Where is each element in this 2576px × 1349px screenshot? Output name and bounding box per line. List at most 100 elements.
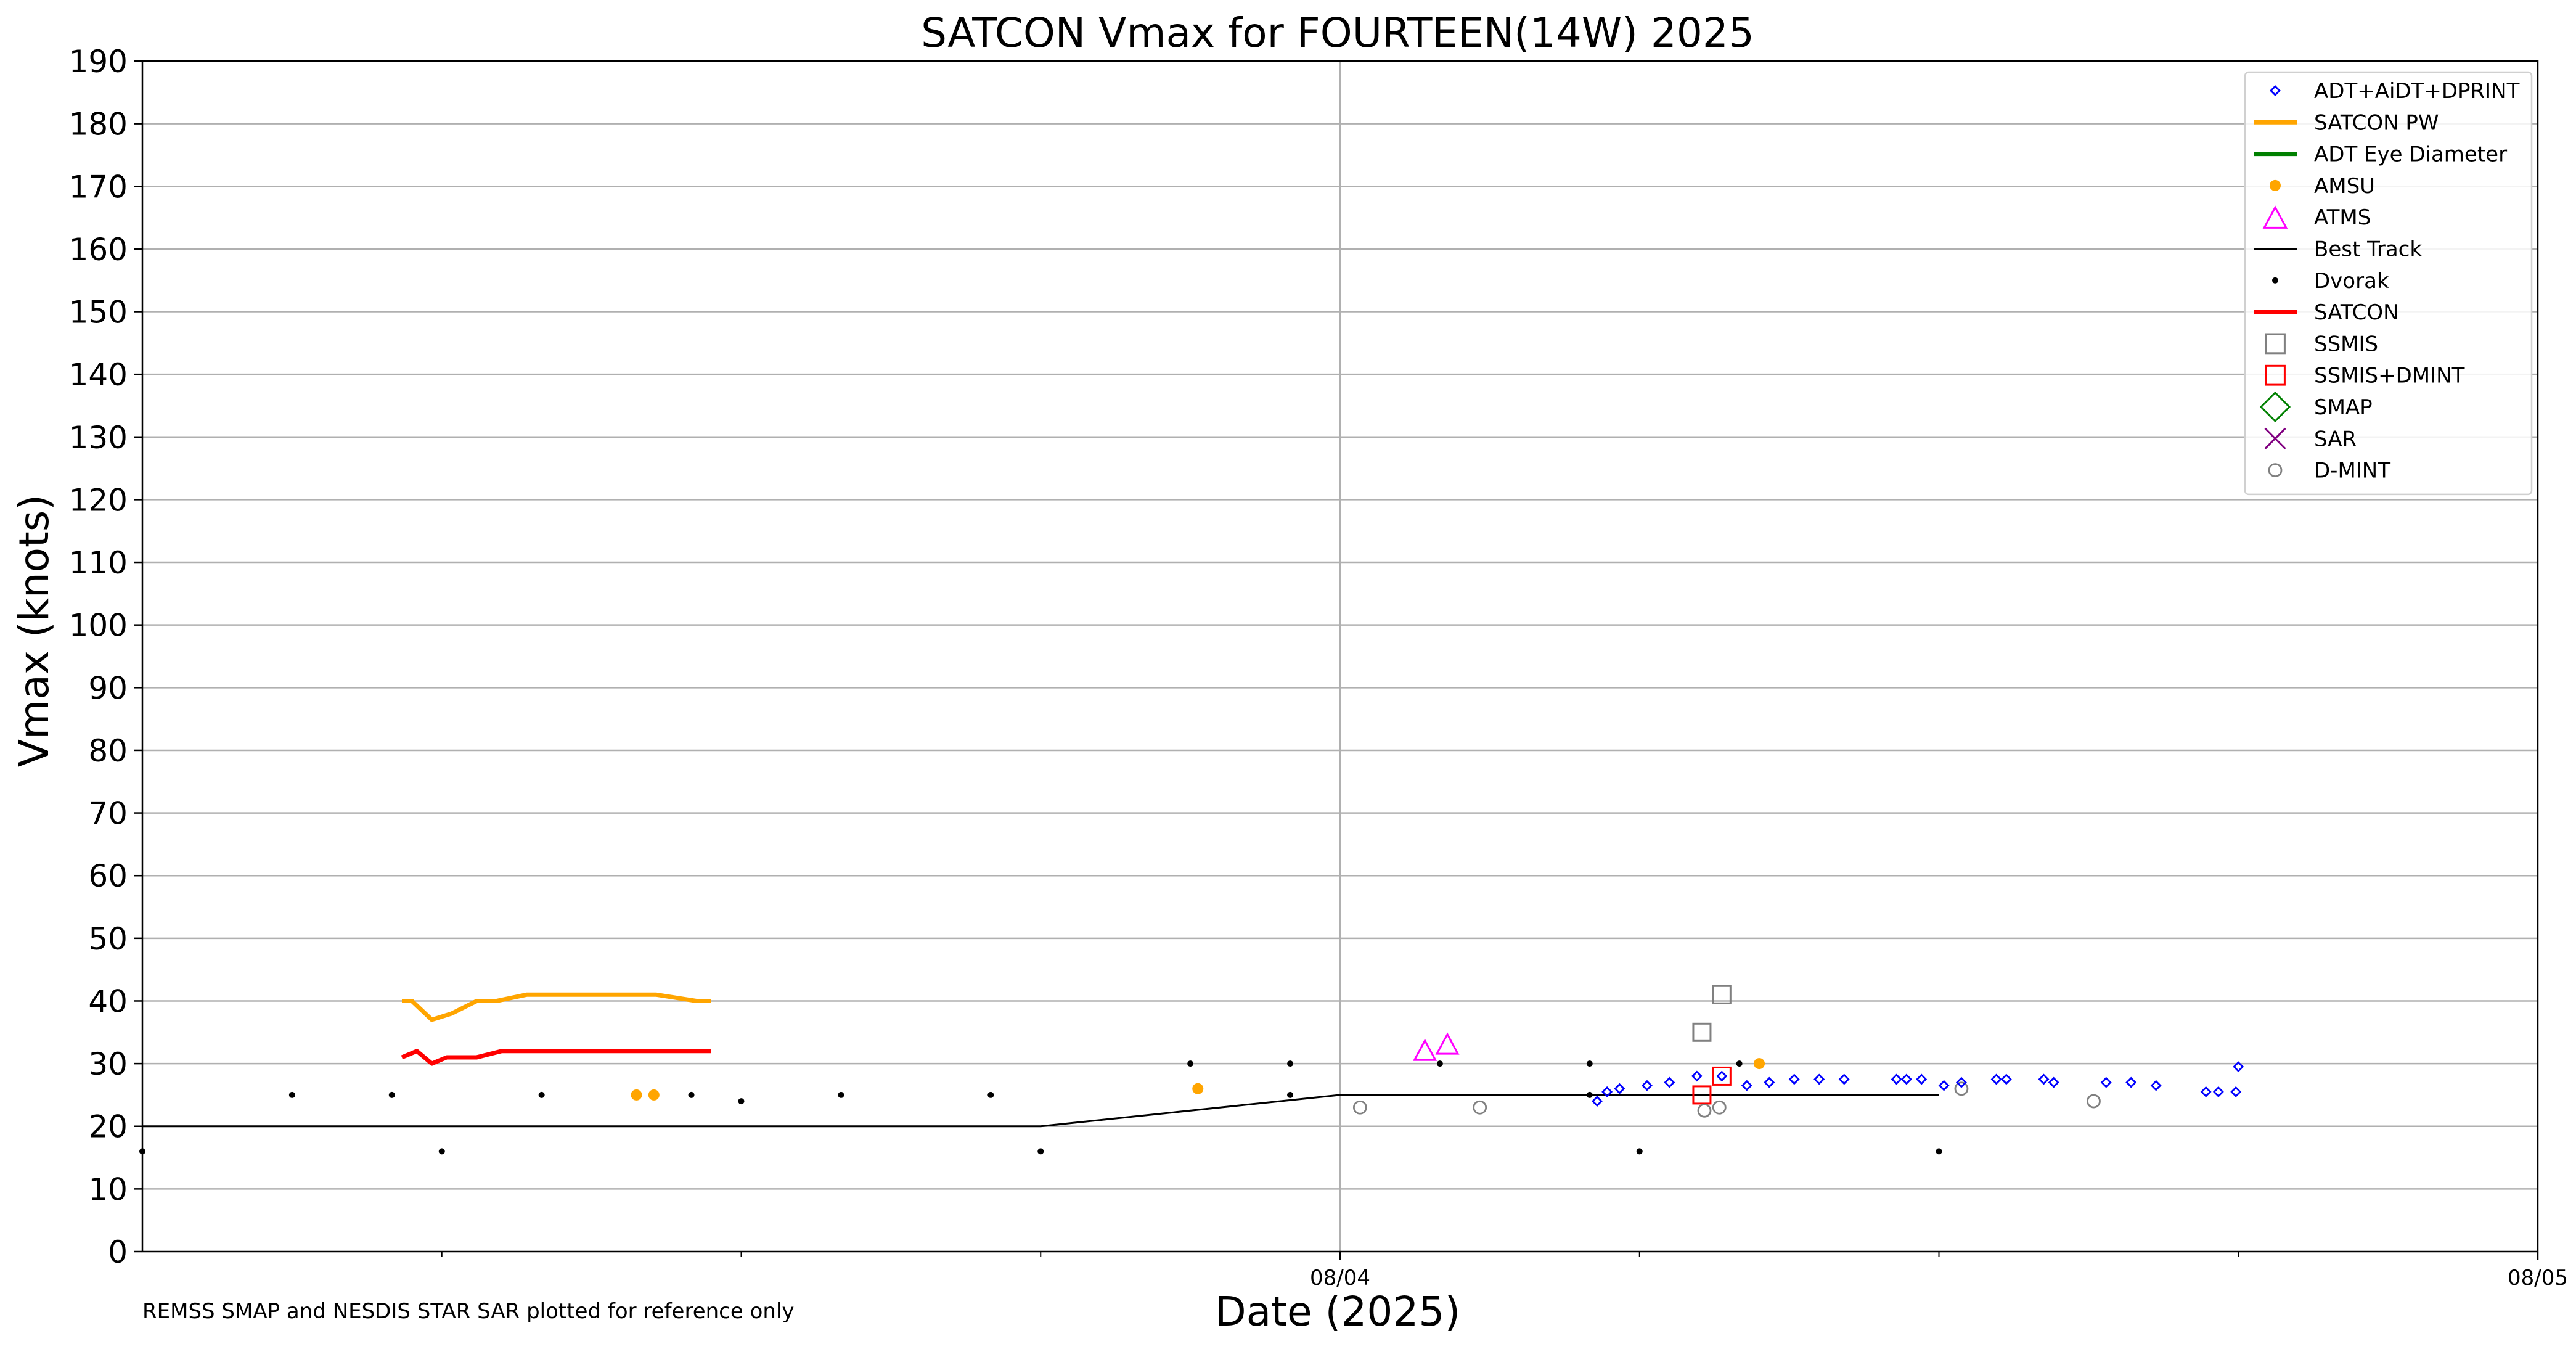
legend-label: SMAP <box>2314 395 2373 420</box>
series-ssmis-dmint <box>1692 1066 1732 1105</box>
legend-marker-swatch <box>2270 179 2281 191</box>
y-axis-ticks: 0 10 20 30 40 50 60 70 80 90 100 110 120 130 140 150 160… <box>69 44 142 1270</box>
adt-aidt-dprint-point <box>1788 1073 1800 1085</box>
adt-aidt-dprint-point <box>1641 1080 1653 1091</box>
y-tick-label: 160 <box>69 232 128 268</box>
d-mint-point <box>2087 1094 2101 1109</box>
ssmis-point <box>1692 1022 1712 1042</box>
adt-aidt-dprint-point <box>1838 1073 1850 1085</box>
legend-label: SATCON PW <box>2314 110 2439 135</box>
d-mint-point <box>1712 1100 1727 1115</box>
reference-note: REMSS SMAP and NESDIS STAR SAR plotted f… <box>142 1299 795 1324</box>
series-best-track <box>142 1094 1939 1128</box>
legend-marker-swatch <box>2265 364 2286 386</box>
legend-entry: ADT+AiDT+DPRINT <box>2270 79 2520 104</box>
adt-aidt-dprint-point <box>1900 1073 1912 1085</box>
legend-entry: ADT Eye Diameter <box>2254 142 2507 167</box>
legend-label: ADT Eye Diameter <box>2314 142 2507 167</box>
d-mint-point <box>1473 1100 1487 1115</box>
chart-title: SATCON Vmax for FOURTEEN(14W) 2025 <box>921 9 1754 57</box>
dvorak-point <box>1436 1060 1443 1067</box>
legend-entry: SSMIS <box>2265 332 2378 356</box>
legend-label: ADT+AiDT+DPRINT <box>2314 79 2520 104</box>
y-tick-label: 10 <box>88 1171 128 1207</box>
adt-aidt-dprint-point <box>2038 1073 2050 1085</box>
y-tick-label: 190 <box>69 44 128 80</box>
adt-aidt-dprint-point <box>1955 1076 1967 1088</box>
dvorak-point <box>288 1091 295 1098</box>
series-satcon-pw <box>401 992 711 1022</box>
plot-area <box>139 985 2244 1155</box>
dvorak-point <box>1037 1148 1044 1155</box>
adt-aidt-dprint-point <box>1591 1096 1603 1107</box>
x-tick-label: 08/04 <box>1310 1266 1370 1290</box>
adt-aidt-dprint-point <box>2000 1073 2012 1085</box>
adt-aidt-dprint-point <box>2150 1080 2162 1091</box>
d-mint-point <box>1697 1103 1712 1118</box>
legend: ADT+AiDT+DPRINT SATCON PW ADT Eye Diameter… <box>2244 71 2533 496</box>
y-tick-label: 140 <box>69 357 128 393</box>
legend-label: ATMS <box>2314 205 2371 230</box>
adt-aidt-dprint-point <box>2200 1086 2212 1097</box>
best-track-line <box>142 1094 1939 1128</box>
adt-aidt-dprint-point <box>2048 1076 2059 1088</box>
x-tick-label: 08/05 <box>2508 1266 2568 1290</box>
adt-aidt-dprint-point <box>2230 1086 2242 1097</box>
plot-frame <box>141 60 2539 1253</box>
y-tick-label: 40 <box>88 983 128 1019</box>
legend-label: Dvorak <box>2314 269 2389 293</box>
legend-entry: Dvorak <box>2272 269 2389 293</box>
ssmis-dmint-point <box>1692 1085 1712 1105</box>
dvorak-point <box>688 1091 695 1098</box>
legend-entry: SATCON <box>2254 300 2399 325</box>
legend-label: SSMIS <box>2314 332 2378 356</box>
y-tick-label: 120 <box>69 482 128 518</box>
legend-label: SSMIS+DMINT <box>2314 364 2465 388</box>
dvorak-point <box>1736 1060 1743 1067</box>
dvorak-point <box>1187 1060 1194 1067</box>
satcon-line <box>401 1049 711 1066</box>
dvorak-point <box>1287 1060 1294 1067</box>
dvorak-point <box>838 1091 844 1098</box>
d-mint-point <box>1352 1100 1367 1115</box>
y-tick-label: 50 <box>88 921 128 957</box>
ssmis-point <box>1712 985 1732 1004</box>
adt-aidt-dprint-point <box>1691 1070 1703 1082</box>
series-atms <box>1413 1032 1460 1061</box>
legend-label: AMSU <box>2314 174 2375 199</box>
adt-aidt-dprint-point <box>2233 1061 2244 1073</box>
x-axis-label: Date (2025) <box>1215 1288 1460 1335</box>
y-tick-label: 90 <box>88 670 128 706</box>
dvorak-point <box>1287 1091 1294 1098</box>
dvorak-point <box>1586 1091 1593 1098</box>
atms-point <box>1413 1038 1437 1061</box>
dvorak-point <box>1636 1148 1643 1155</box>
dvorak-point <box>1586 1060 1593 1067</box>
legend-label: SATCON <box>2314 300 2399 325</box>
adt-aidt-dprint-point <box>2125 1076 2137 1088</box>
legend-marker-swatch <box>2272 277 2278 284</box>
adt-aidt-dprint-point <box>1916 1073 1928 1085</box>
adt-aidt-dprint-point <box>2212 1086 2224 1097</box>
legend-entry: SMAP <box>2259 391 2373 423</box>
y-tick-label: 180 <box>69 107 128 142</box>
amsu-point <box>1754 1058 1765 1070</box>
adt-aidt-dprint-point <box>1664 1076 1675 1088</box>
legend-entry: Best Track <box>2254 237 2422 262</box>
legend-entry: SATCON PW <box>2254 110 2439 135</box>
legend-marker-swatch <box>2265 333 2286 355</box>
adt-aidt-dprint-point <box>1990 1073 2002 1085</box>
y-tick-label: 20 <box>88 1109 128 1145</box>
legend-marker-swatch <box>2270 85 2281 96</box>
legend-entry: ATMS <box>2262 205 2371 230</box>
y-tick-label: 30 <box>88 1046 128 1082</box>
adt-aidt-dprint-point <box>1741 1080 1752 1091</box>
y-tick-label: 100 <box>69 608 128 644</box>
y-tick-label: 70 <box>88 796 128 832</box>
legend-marker-swatch <box>2268 463 2283 477</box>
y-tick-label: 130 <box>69 420 128 456</box>
legend-marker-swatch <box>2262 205 2288 229</box>
dvorak-point <box>538 1091 545 1098</box>
x-axis-ticks: 08/04 08/05 <box>441 1252 2568 1290</box>
